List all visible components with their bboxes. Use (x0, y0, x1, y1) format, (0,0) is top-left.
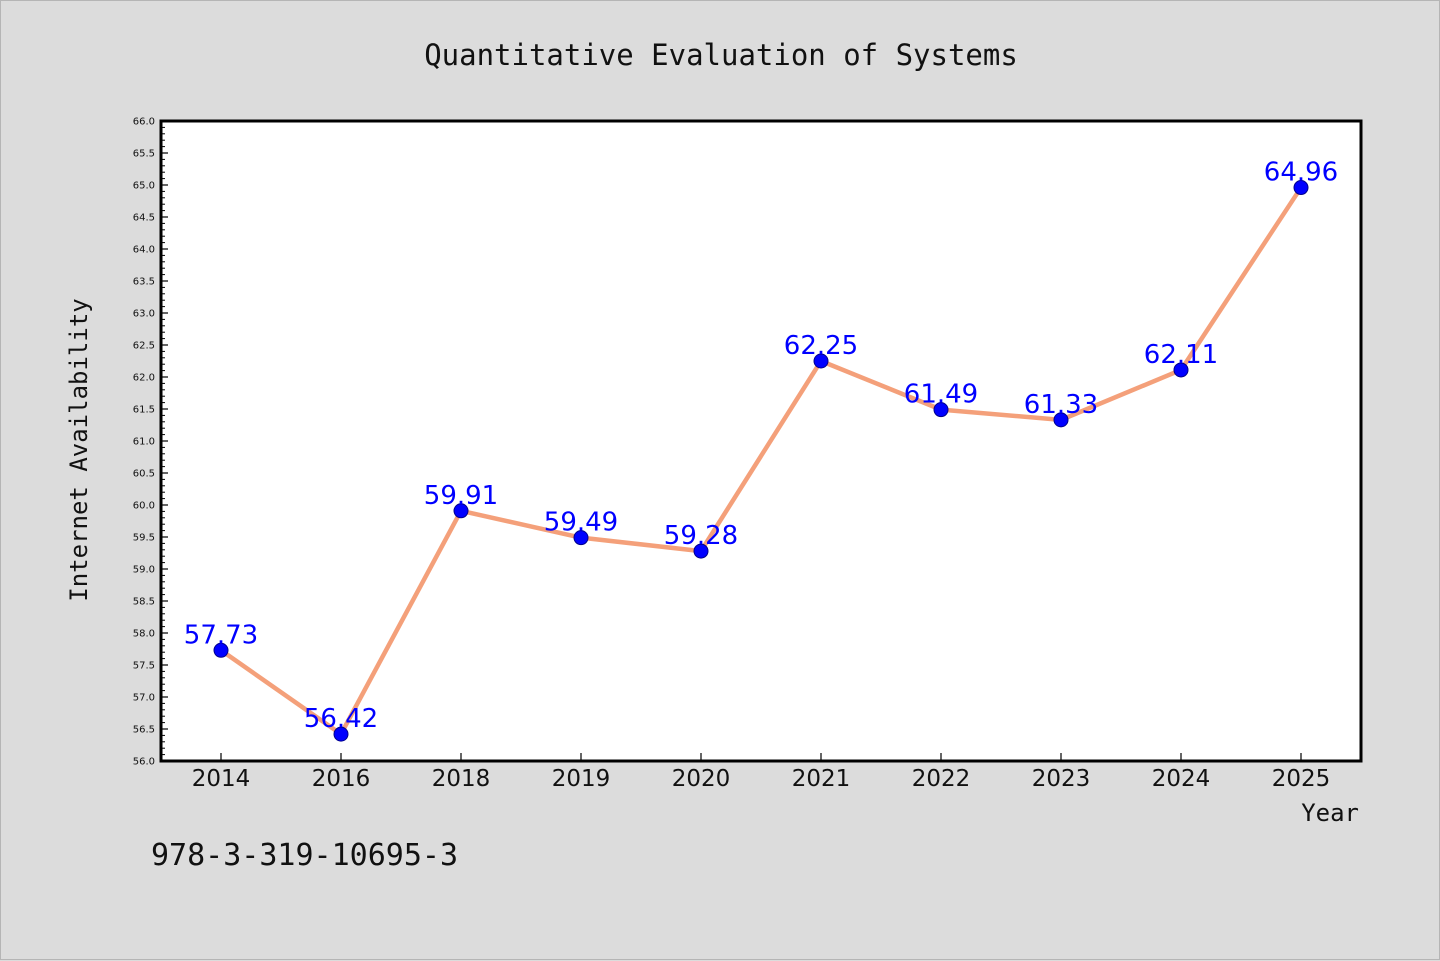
y-tick-label: 65.5 (133, 149, 155, 160)
x-axis-label: Year (1301, 799, 1359, 827)
y-tick-label: 62.5 (133, 341, 155, 352)
data-label: 59.91 (424, 481, 498, 511)
data-point-marker (453, 503, 469, 519)
x-axis: 2014 2016 2018 2019 2020 2021 2022 2023 2024 2025 (192, 753, 1331, 792)
series-line (218, 185, 1304, 737)
y-tick-label: 65.0 (133, 181, 155, 192)
data-point-marker (1053, 412, 1069, 428)
y-tick-label: 64.5 (133, 213, 155, 224)
data-point-marker (813, 353, 829, 369)
x-tick-label: 2023 (1032, 766, 1091, 792)
y-tick-label: 56.0 (133, 757, 155, 768)
x-tick-label: 2022 (912, 766, 971, 792)
y-tick-label: 58.0 (133, 629, 155, 640)
x-tick-label: 2024 (1152, 766, 1211, 792)
y-tick-label: 59.5 (133, 533, 155, 544)
y-tick-label: 58.5 (133, 597, 155, 608)
data-point-marker (1293, 180, 1309, 196)
x-tick-label: 2014 (192, 766, 251, 792)
y-tick-label: 56.5 (133, 725, 155, 736)
data-point-marker (333, 726, 349, 742)
y-tick-label: 57.5 (133, 661, 155, 672)
x-tick-label: 2020 (672, 766, 731, 792)
data-point-marker (213, 642, 229, 658)
y-tick-label: 62.0 (133, 373, 155, 384)
data-label: 56.42 (304, 704, 378, 734)
y-tick-label: 61.0 (133, 437, 155, 448)
y-tick-label: 59.0 (133, 565, 155, 576)
chart-title: Quantitative Evaluation of Systems (424, 38, 1018, 72)
data-label: 61.49 (904, 380, 978, 410)
data-point-marker (1173, 362, 1189, 378)
series-line-group: 57.73 56.42 59.91 59.49 59.28 62.25 61.49 61.33… (184, 158, 1338, 742)
data-point-marker (933, 402, 949, 418)
plot-area (159, 119, 1363, 763)
data-label: 62.11 (1144, 340, 1218, 370)
y-axis: 56.0 56.5 57.0 57.5 58.0 58.5 59.0 59.5 60.0 60.5… (133, 117, 168, 768)
x-tick-label: 2018 (432, 766, 491, 792)
data-label: 57.73 (184, 620, 258, 650)
data-label: 64.96 (1264, 158, 1338, 188)
data-point-marker (693, 543, 709, 559)
x-tick-label: 2021 (792, 766, 851, 792)
x-tick-label: 2025 (1272, 766, 1331, 792)
data-label: 61.33 (1024, 390, 1098, 420)
y-tick-label: 64.0 (133, 245, 155, 256)
x-tick-label: 2016 (312, 766, 371, 792)
y-tick-label: 66.0 (133, 117, 155, 128)
y-tick-label: 63.0 (133, 309, 155, 320)
x-tick-label: 2019 (552, 766, 611, 792)
data-label: 62.25 (784, 331, 858, 361)
isbn-annotation: 978-3-319-10695-3 (151, 838, 458, 873)
y-tick-label: 57.0 (133, 693, 155, 704)
data-point-marker (573, 530, 589, 546)
y-axis-label: Internet Availability (65, 298, 93, 601)
data-label: 59.49 (544, 508, 618, 538)
y-tick-label: 63.5 (133, 277, 155, 288)
y-tick-label: 61.5 (133, 405, 155, 416)
y-tick-label: 60.5 (133, 469, 155, 480)
y-tick-label: 60.0 (133, 501, 155, 512)
data-label: 59.28 (664, 521, 738, 551)
